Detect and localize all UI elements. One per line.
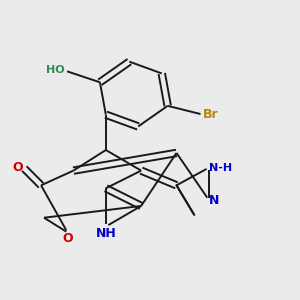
Text: N: N (209, 194, 219, 207)
Text: HO: HO (46, 65, 64, 76)
Text: Br: Br (203, 108, 219, 121)
Text: O: O (13, 161, 23, 174)
Text: N-H: N-H (209, 163, 232, 173)
Text: O: O (62, 232, 73, 245)
Text: NH: NH (95, 226, 116, 240)
